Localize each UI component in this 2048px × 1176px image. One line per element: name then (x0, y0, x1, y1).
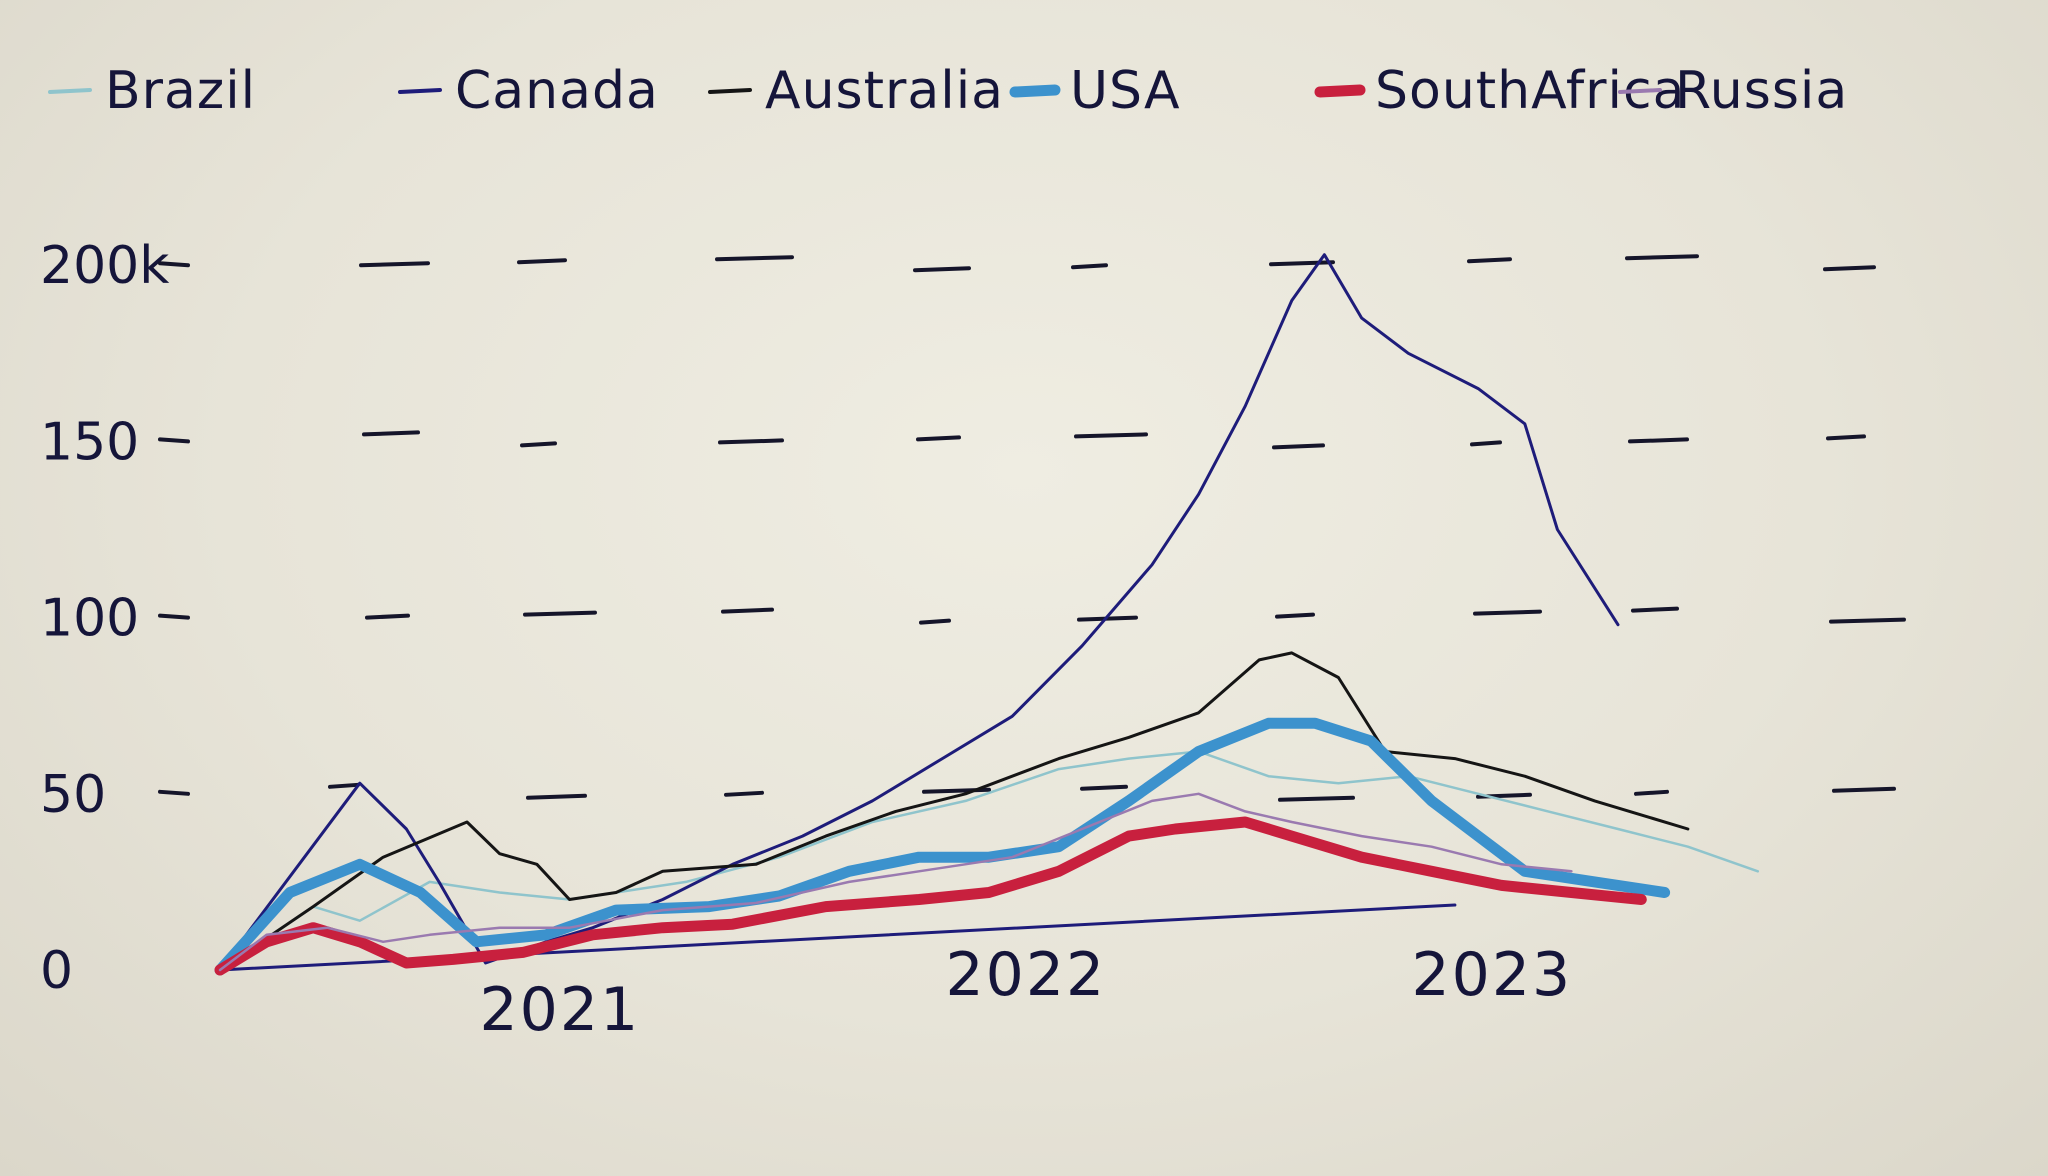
legend-label: USA (1070, 61, 1181, 121)
legend: Brazil Canada Australia USA SouthAfricaRussi… (48, 61, 1848, 121)
legend-label: Brazil (105, 61, 256, 121)
grid-dash (1269, 260, 1335, 267)
grid-dash (913, 266, 971, 273)
grid-dash (919, 618, 951, 625)
y-tick-label: 0 (40, 941, 73, 1001)
series-line-russia (218, 792, 1573, 972)
x-tick-label: 2023 (1412, 940, 1573, 1010)
legend-label: Australia (765, 61, 1004, 121)
grid-dash (721, 607, 774, 614)
series-line-australia (218, 651, 1690, 972)
grid-dash (715, 255, 794, 262)
legend-label: Canada (455, 61, 659, 121)
legend-swatch (1618, 88, 1662, 94)
grid-dash (1473, 609, 1542, 616)
grid-dash (517, 258, 567, 265)
y-axis-ticks: 0 50 100 150 200k (40, 236, 190, 1001)
legend-swatch (1009, 84, 1061, 98)
grid-dash (724, 790, 764, 797)
legend-swatch (398, 88, 442, 94)
grid-dash (1823, 265, 1876, 272)
y-tick-mark (158, 789, 190, 796)
grid-dash (523, 610, 597, 617)
grid-dash (1631, 606, 1679, 613)
grid-dash (1628, 437, 1689, 444)
y-tick-mark (158, 261, 190, 268)
legend-swatch (1314, 84, 1366, 98)
y-tick-label: 200k (40, 236, 169, 296)
grid-dash (1634, 789, 1669, 796)
series-line-usa (214, 717, 1671, 976)
grid-dash (1074, 432, 1148, 439)
series-line-brazil (218, 750, 1760, 972)
legend-swatch (48, 88, 92, 94)
series-line-canada (218, 253, 1620, 972)
grid-dash (328, 782, 360, 789)
grid-dash (1832, 786, 1896, 793)
grid-dash (718, 438, 784, 445)
grid-dash (1071, 263, 1108, 270)
grid-dash (1826, 434, 1866, 441)
gridline-dashes (328, 254, 1906, 802)
y-tick-mark (158, 437, 190, 444)
grid-dash (1278, 795, 1355, 802)
legend-swatch (708, 88, 752, 94)
x-tick-label: 2021 (480, 975, 641, 1045)
grid-dash (1272, 443, 1325, 450)
grid-dash (1470, 440, 1502, 447)
grid-dash (520, 441, 557, 448)
y-tick-mark (158, 613, 190, 620)
grid-dash (526, 793, 587, 800)
grid-dash (1625, 254, 1699, 261)
y-tick-label: 100 (40, 589, 139, 649)
grid-dash (1829, 617, 1906, 624)
series-lines (214, 253, 1760, 976)
legend-label: Russia (1675, 61, 1848, 121)
grid-dash (365, 613, 410, 620)
x-axis-ticks: 2021 2022 2023 (480, 940, 1573, 1045)
x-tick-label: 2022 (946, 940, 1107, 1010)
series-line-southafrica (214, 816, 1647, 976)
grid-dash (1275, 612, 1315, 619)
y-tick-label: 150 (40, 412, 139, 472)
grid-dash (1080, 784, 1128, 791)
grid-dash (362, 430, 420, 437)
grid-dash (916, 435, 961, 442)
grid-dash (1467, 257, 1512, 264)
y-tick-label: 50 (40, 765, 106, 825)
grid-dash (359, 261, 430, 268)
